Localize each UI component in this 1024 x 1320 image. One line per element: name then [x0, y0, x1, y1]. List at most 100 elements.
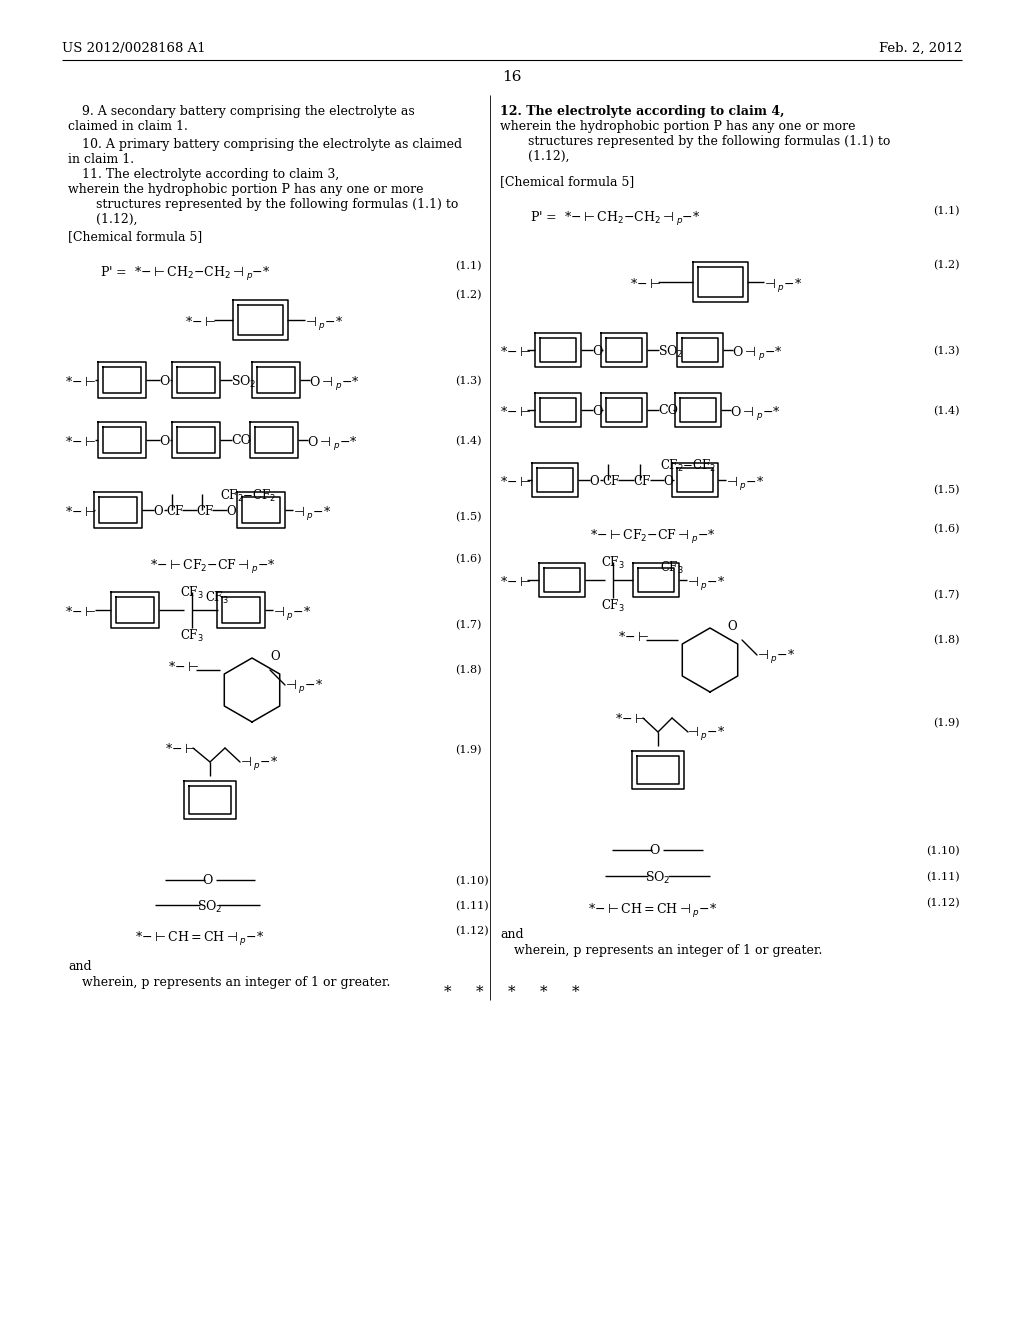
Text: CF$_3$: CF$_3$ [180, 585, 204, 601]
Text: (1.1): (1.1) [455, 261, 481, 272]
Text: 10. A primary battery comprising the electrolyte as claimed: 10. A primary battery comprising the ele… [82, 139, 462, 150]
Text: O: O [592, 345, 602, 358]
Text: CO: CO [658, 404, 678, 417]
Text: O: O [589, 475, 599, 488]
Text: (1.10): (1.10) [927, 846, 961, 857]
Text: CF$_3$: CF$_3$ [601, 598, 625, 614]
Text: (1.8): (1.8) [455, 665, 481, 676]
Text: SO$_2$: SO$_2$ [658, 345, 684, 360]
Text: CF$_2$$-$CF$_2$: CF$_2$$-$CF$_2$ [660, 458, 717, 474]
Text: *$-$$\vdash$: *$-$$\vdash$ [615, 711, 646, 726]
Text: (1.7): (1.7) [934, 590, 961, 601]
Text: and: and [500, 928, 523, 941]
Text: *$-$$\vdash$: *$-$$\vdash$ [500, 475, 531, 488]
Text: *$-$$\vdash$: *$-$$\vdash$ [168, 660, 199, 675]
Text: $\dashv_p$$-$*: $\dashv_p$$-$* [724, 475, 764, 492]
Text: (1.1): (1.1) [934, 206, 961, 216]
Text: wherein, p represents an integer of 1 or greater.: wherein, p represents an integer of 1 or… [514, 944, 822, 957]
Text: $\dashv_p$$-$*: $\dashv_p$$-$* [303, 315, 343, 333]
Text: 16: 16 [502, 70, 522, 84]
Text: wherein, p represents an integer of 1 or greater.: wherein, p represents an integer of 1 or… [82, 975, 390, 989]
Text: (1.2): (1.2) [934, 260, 961, 271]
Text: $\dashv_p$$-$*: $\dashv_p$$-$* [755, 648, 796, 667]
Text: wherein the hydrophobic portion P has any one or more: wherein the hydrophobic portion P has an… [500, 120, 855, 133]
Text: (1.11): (1.11) [455, 902, 488, 911]
Text: [Chemical formula 5]: [Chemical formula 5] [500, 176, 634, 187]
Text: (1.4): (1.4) [934, 407, 961, 416]
Text: SO$_2$: SO$_2$ [231, 374, 257, 391]
Text: structures represented by the following formulas (1.1) to: structures represented by the following … [528, 135, 891, 148]
Text: (1.9): (1.9) [455, 744, 481, 755]
Text: O: O [663, 475, 673, 488]
Text: 12. The electrolyte according to claim 4,: 12. The electrolyte according to claim 4… [500, 106, 784, 117]
Text: *$-$$\vdash$: *$-$$\vdash$ [500, 576, 531, 589]
Text: CF$_3$: CF$_3$ [180, 628, 204, 644]
Text: *$-$$\vdash$CF$_2$$-$CF$\dashv_p$$-$*: *$-$$\vdash$CF$_2$$-$CF$\dashv_p$$-$* [590, 528, 716, 546]
Text: (1.8): (1.8) [934, 635, 961, 645]
Text: [Chemical formula 5]: [Chemical formula 5] [68, 230, 203, 243]
Text: (1.12): (1.12) [455, 927, 488, 936]
Text: *$-$$\vdash$: *$-$$\vdash$ [630, 277, 662, 290]
Text: $\dashv_p$$-$*: $\dashv_p$$-$* [762, 277, 803, 294]
Text: (1.6): (1.6) [934, 524, 961, 535]
Text: CF$_2$$-$CF$_2$: CF$_2$$-$CF$_2$ [220, 488, 276, 504]
Text: O: O [159, 375, 169, 388]
Text: (1.5): (1.5) [455, 512, 481, 523]
Text: CF: CF [602, 475, 620, 488]
Text: in claim 1.: in claim 1. [68, 153, 134, 166]
Text: (1.4): (1.4) [455, 436, 481, 446]
Text: Feb. 2, 2012: Feb. 2, 2012 [879, 42, 962, 55]
Text: 11. The electrolyte according to claim 3,: 11. The electrolyte according to claim 3… [82, 168, 339, 181]
Text: $\dashv_p$$-$*: $\dashv_p$$-$* [291, 506, 332, 523]
Text: O$\dashv_p$$-$*: O$\dashv_p$$-$* [307, 436, 357, 453]
Text: O: O [202, 874, 212, 887]
Text: (1.12),: (1.12), [528, 150, 569, 162]
Text: CF: CF [166, 506, 183, 517]
Text: SO$_2$: SO$_2$ [197, 899, 222, 915]
Text: O: O [270, 649, 280, 663]
Text: *$-$$\vdash$: *$-$$\vdash$ [500, 405, 531, 418]
Text: O: O [649, 843, 659, 857]
Text: P' =  *$-$$\mathsf{\vdash}$CH$_2$$-$CH$_2$$\mathsf{\dashv}_p$$-$*: P' = *$-$$\mathsf{\vdash}$CH$_2$$-$CH$_2… [530, 210, 700, 228]
Text: CF$_3$: CF$_3$ [601, 554, 625, 572]
Text: (1.6): (1.6) [455, 554, 481, 565]
Text: (1.3): (1.3) [934, 346, 961, 356]
Text: $\dashv_p$$-$*: $\dashv_p$$-$* [238, 755, 279, 774]
Text: *$-$$\vdash$: *$-$$\vdash$ [65, 375, 96, 389]
Text: *$-$$\vdash$: *$-$$\vdash$ [185, 315, 216, 329]
Text: $\dashv_p$$-$*: $\dashv_p$$-$* [271, 605, 311, 623]
Text: O: O [159, 436, 169, 447]
Text: CF$_3$: CF$_3$ [660, 560, 684, 576]
Text: SO$_2$: SO$_2$ [645, 870, 671, 886]
Text: (1.9): (1.9) [934, 718, 961, 729]
Text: O: O [592, 405, 602, 418]
Text: (1.2): (1.2) [455, 290, 481, 301]
Text: *$-$$\vdash$: *$-$$\vdash$ [65, 605, 96, 619]
Text: US 2012/0028168 A1: US 2012/0028168 A1 [62, 42, 206, 55]
Text: (1.3): (1.3) [455, 376, 481, 387]
Text: O: O [727, 620, 736, 634]
Text: (1.12): (1.12) [927, 898, 961, 908]
Text: *$-$$\vdash$: *$-$$\vdash$ [65, 436, 96, 449]
Text: (1.12),: (1.12), [96, 213, 137, 226]
Text: CF: CF [633, 475, 650, 488]
Text: O: O [153, 506, 163, 517]
Text: P' =  *$-$$\mathsf{\vdash}$CH$_2$$-$CH$_2$$\mathsf{\dashv}_p$$-$*: P' = *$-$$\mathsf{\vdash}$CH$_2$$-$CH$_2… [100, 265, 270, 282]
Text: O$\dashv_p$$-$*: O$\dashv_p$$-$* [730, 405, 780, 422]
Text: CO: CO [231, 434, 251, 447]
Text: (1.5): (1.5) [934, 484, 961, 495]
Text: *$-$$\vdash$: *$-$$\vdash$ [618, 630, 649, 644]
Text: O$\dashv_p$$-$*: O$\dashv_p$$-$* [732, 345, 782, 363]
Text: and: and [68, 960, 91, 973]
Text: CF: CF [196, 506, 213, 517]
Text: (1.10): (1.10) [455, 876, 488, 886]
Text: *$-$$\vdash$CF$_2$$-$CF$\dashv_p$$-$*: *$-$$\vdash$CF$_2$$-$CF$\dashv_p$$-$* [150, 558, 275, 576]
Text: (1.11): (1.11) [927, 873, 961, 882]
Text: wherein the hydrophobic portion P has any one or more: wherein the hydrophobic portion P has an… [68, 183, 424, 195]
Text: $\dashv_p$$-$*: $\dashv_p$$-$* [685, 725, 725, 743]
Text: *$-$$\vdash$: *$-$$\vdash$ [65, 506, 96, 519]
Text: *     *     *     *     *: * * * * * [444, 985, 580, 999]
Text: (1.7): (1.7) [455, 620, 481, 631]
Text: *$-$$\vdash$: *$-$$\vdash$ [500, 345, 531, 359]
Text: *$-$$\vdash$CH$=$CH$\dashv_p$$-$*: *$-$$\vdash$CH$=$CH$\dashv_p$$-$* [588, 902, 717, 920]
